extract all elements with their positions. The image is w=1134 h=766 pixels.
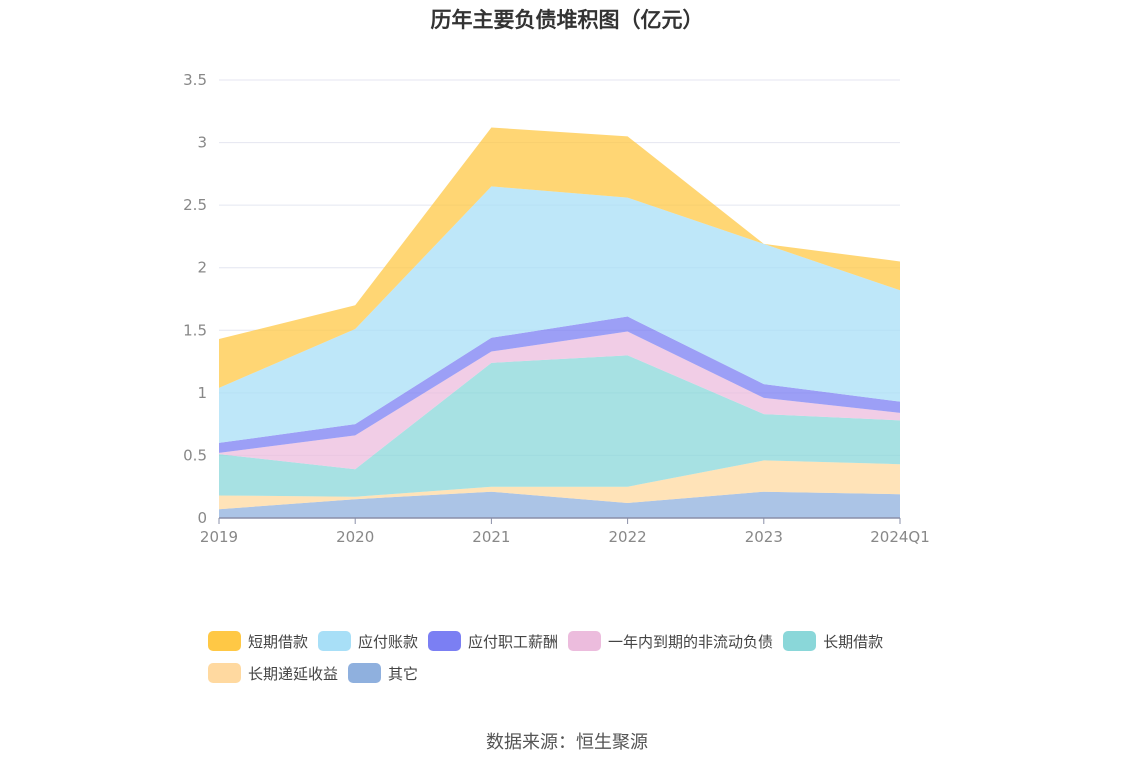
legend-swatch bbox=[348, 663, 382, 683]
y-tick-label: 2.5 bbox=[183, 196, 207, 214]
axes: 0 0.5 1 1.5 2 2.5 3 3.5 2019 2020 2021 2022 2023 2024… bbox=[183, 71, 930, 546]
legend-label: 一年内到期的非流动负债 bbox=[608, 632, 774, 651]
x-tick-label: 2020 bbox=[336, 528, 374, 546]
x-tick-label: 2022 bbox=[609, 528, 647, 546]
data-source: 数据来源：恒生聚源 bbox=[486, 732, 648, 753]
legend-label: 应付账款 bbox=[358, 632, 419, 651]
y-tick-label: 1.5 bbox=[183, 321, 207, 339]
y-tick-label: 2 bbox=[197, 259, 207, 277]
legend-item[interactable]: 短期借款 bbox=[208, 630, 308, 652]
legend-label: 长期借款 bbox=[823, 632, 884, 651]
legend-item[interactable]: 长期借款 bbox=[783, 630, 883, 652]
legend-item[interactable]: 其它 bbox=[348, 662, 418, 684]
y-tick-label: 0.5 bbox=[183, 446, 207, 464]
legend: 短期借款 应付账款 应付职工薪酬 一年内到期的非流动负债 长期借款长期递延收益 其它 bbox=[208, 630, 968, 694]
legend-label: 其它 bbox=[388, 664, 419, 683]
area-series bbox=[219, 127, 900, 518]
legend-swatch bbox=[208, 631, 241, 651]
x-tick-label: 2019 bbox=[200, 528, 238, 546]
chart-title: 历年主要负债堆积图（亿元） bbox=[430, 8, 704, 32]
x-tick-label: 2023 bbox=[745, 528, 783, 546]
area-应付账款[interactable] bbox=[219, 186, 900, 443]
legend-item[interactable]: 长期递延收益 bbox=[208, 662, 338, 684]
legend-item[interactable]: 一年内到期的非流动负债 bbox=[568, 630, 773, 652]
area-长期递延收益[interactable] bbox=[219, 460, 900, 510]
x-tick-label: 2021 bbox=[472, 528, 510, 546]
y-tick-label: 3.5 bbox=[183, 71, 207, 89]
y-tick-label: 3 bbox=[197, 134, 207, 152]
area-应付职工薪酬[interactable] bbox=[219, 316, 900, 453]
legend-swatch bbox=[208, 663, 241, 683]
area-长期借款[interactable] bbox=[219, 355, 900, 497]
x-tick-label: 2024Q1 bbox=[870, 528, 930, 546]
legend-label: 短期借款 bbox=[248, 632, 309, 651]
area-一年内到期的非流动负债[interactable] bbox=[219, 331, 900, 470]
legend-label: 应付职工薪酬 bbox=[468, 632, 559, 651]
y-tick-label: 0 bbox=[197, 509, 207, 527]
legend-swatch bbox=[568, 631, 602, 651]
legend-item[interactable]: 应付职工薪酬 bbox=[428, 630, 558, 652]
area-其它[interactable] bbox=[219, 491, 900, 518]
legend-swatch bbox=[318, 631, 352, 651]
legend-label: 长期递延收益 bbox=[248, 664, 339, 683]
legend-swatch bbox=[428, 631, 462, 651]
legend-swatch bbox=[783, 631, 817, 651]
area-短期借款[interactable] bbox=[219, 127, 900, 388]
legend-item[interactable]: 应付账款 bbox=[318, 630, 418, 652]
y-tick-label: 1 bbox=[197, 384, 207, 402]
